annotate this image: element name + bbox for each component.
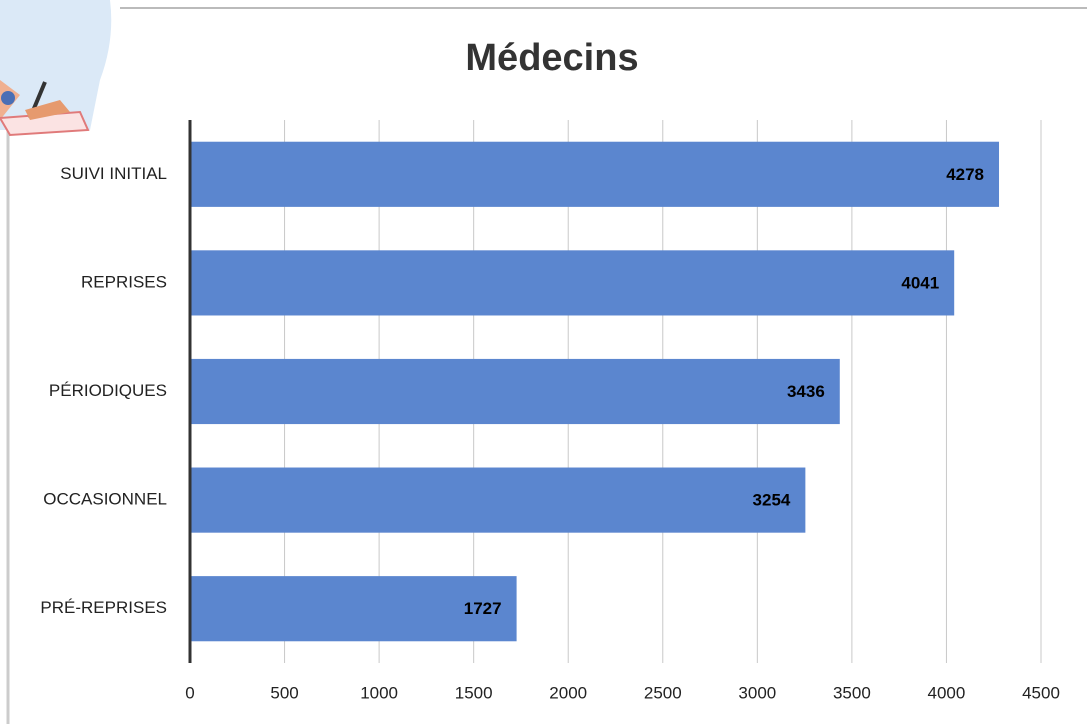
x-tick-label: 500 [270, 683, 298, 702]
doctor-illustration [0, 0, 112, 137]
chart-title: Médecins [465, 37, 638, 79]
x-tick-label: 3000 [738, 683, 776, 702]
x-tick-label: 0 [185, 683, 194, 702]
bar [190, 141, 1000, 207]
value-label: 4041 [901, 273, 939, 292]
bar [190, 576, 517, 642]
y-tick-label: SUIVI INITIAL [60, 164, 167, 183]
x-tick-label: 4500 [1022, 683, 1060, 702]
value-label: 1727 [464, 599, 502, 618]
x-tick-label: 1000 [360, 683, 398, 702]
x-tick-label: 3500 [833, 683, 871, 702]
x-tick-label: 2500 [644, 683, 682, 702]
x-tick-label: 1500 [455, 683, 493, 702]
y-tick-label: REPRISES [81, 272, 167, 291]
y-tick-label: OCCASIONNEL [43, 490, 167, 509]
value-label: 3254 [753, 491, 791, 510]
value-label: 3436 [787, 382, 825, 401]
value-label: 4278 [946, 165, 984, 184]
y-tick-label: PRÉ-REPRISES [40, 598, 167, 617]
bar [190, 358, 840, 425]
bar [190, 250, 955, 316]
x-tick-label: 2000 [549, 683, 587, 702]
bar [190, 467, 806, 533]
x-tick-label: 4000 [928, 683, 966, 702]
y-tick-label: PÉRIODIQUES [49, 381, 167, 400]
